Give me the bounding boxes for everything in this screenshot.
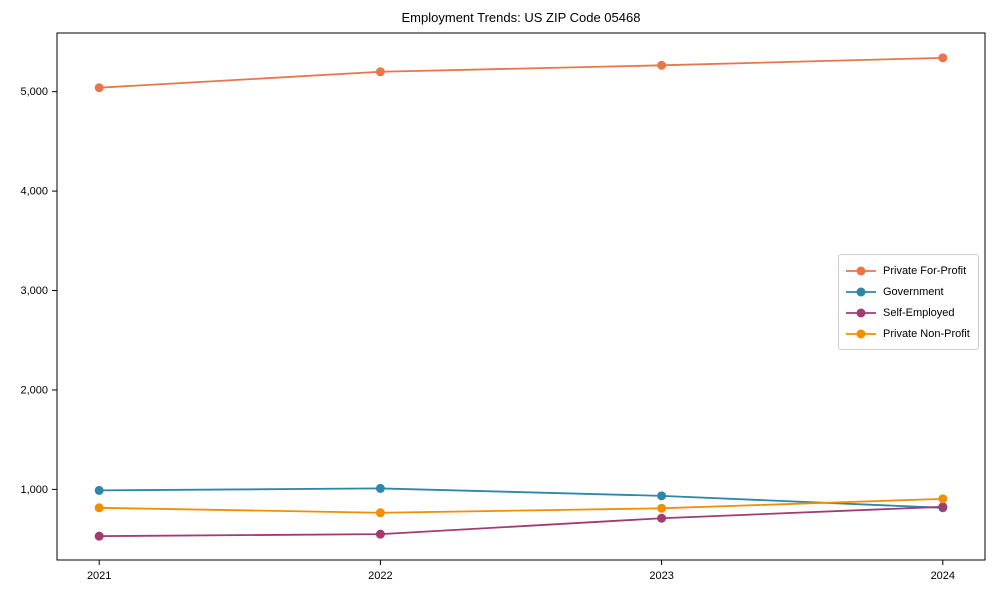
x-axis-tick-label: 2022 [368, 570, 392, 582]
data-point-marker [94, 531, 104, 541]
data-point-marker [657, 513, 667, 523]
series-line-self-employed [99, 505, 943, 538]
y-axis-tick-label: 4,000 [20, 186, 48, 198]
legend-item: Self-Employed [846, 302, 970, 323]
data-point-marker [375, 67, 385, 77]
data-point-marker [94, 83, 104, 93]
data-point-marker [375, 483, 385, 493]
data-point-marker [938, 494, 948, 504]
y-axis-tick-label: 1,000 [20, 484, 48, 496]
legend-label: Self-Employed [883, 306, 955, 319]
x-axis-tick-label: 2021 [87, 570, 111, 582]
y-axis-tick-label: 5,000 [20, 86, 48, 98]
data-point-marker [938, 53, 948, 63]
y-axis-tick-label: 3,000 [20, 285, 48, 297]
data-point-marker [657, 60, 667, 70]
legend-line-marker-icon [846, 308, 876, 317]
series-line-private-non-profit [99, 497, 943, 514]
legend-item: Private Non-Profit [846, 323, 970, 344]
data-point-marker [375, 529, 385, 539]
legend-box: Private For-Profit Government Self-Employe… [838, 254, 979, 350]
data-point-marker [938, 502, 948, 512]
x-axis-tick-label: 2024 [931, 570, 955, 582]
plot-frame [56, 32, 986, 561]
y-axis-tick-label: 2,000 [20, 384, 48, 396]
legend-line-marker-icon [846, 266, 876, 275]
x-axis-tick-label: 2023 [649, 570, 673, 582]
legend-label: Government [883, 285, 944, 298]
data-point-marker [657, 503, 667, 513]
legend-item: Private For-Profit [846, 260, 970, 281]
series-line-government [99, 487, 943, 509]
chart-title: Employment Trends: US ZIP Code 05468 [401, 10, 641, 25]
legend-label: Private Non-Profit [883, 327, 970, 340]
data-point-marker [94, 503, 104, 513]
data-point-marker [657, 491, 667, 501]
series-line-private-for-profit [99, 56, 943, 89]
data-point-marker [375, 508, 385, 518]
data-point-marker [94, 485, 104, 495]
legend-item: Government [846, 281, 970, 302]
legend-label: Private For-Profit [883, 264, 967, 277]
legend-line-marker-icon [846, 287, 876, 296]
legend-line-marker-icon [846, 329, 876, 338]
